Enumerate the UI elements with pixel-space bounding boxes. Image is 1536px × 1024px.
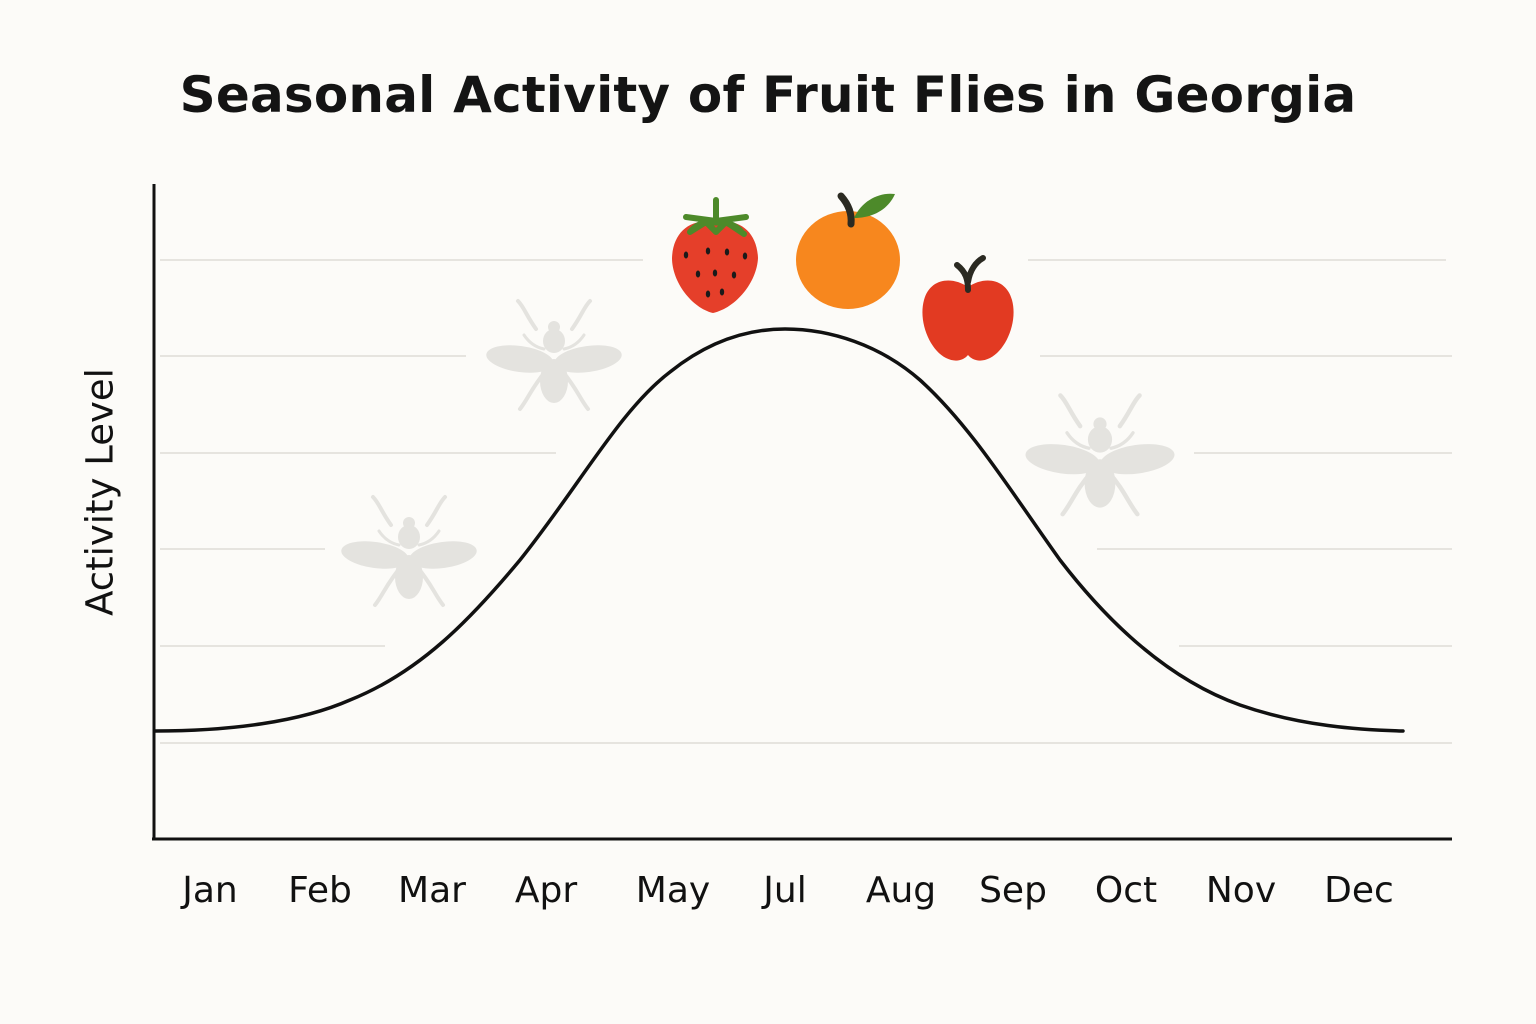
x-tick-label: Aug	[865, 870, 937, 911]
x-tick-label: Dec	[1324, 870, 1394, 911]
x-tick-label: Jul	[763, 870, 807, 911]
x-tick-label: Apr	[514, 870, 578, 911]
x-axis-labels: Jan Feb Mar Apr May Jul Aug Sep Oct Nov …	[0, 870, 1536, 920]
x-tick-label: Nov	[1205, 870, 1277, 911]
fruit-fly-icon	[337, 495, 481, 607]
chart-title: Seasonal Activity of Fruit Flies in Geor…	[179, 66, 1357, 124]
fruit-fly-icon	[482, 299, 626, 411]
x-tick-label: Feb	[288, 870, 352, 911]
apple-icon	[922, 255, 1014, 361]
orange-icon	[796, 192, 900, 309]
strawberry-icon	[672, 197, 758, 313]
x-tick-label: Mar	[398, 870, 466, 911]
x-tick-label: May	[635, 870, 711, 911]
x-tick-label: Jan	[182, 870, 238, 911]
x-tick-label: Oct	[1094, 870, 1158, 911]
activity-curve	[153, 327, 1405, 733]
gridlines	[160, 259, 1452, 744]
x-tick-label: Sep	[979, 870, 1047, 911]
fruit-fly-icon	[1024, 395, 1177, 514]
